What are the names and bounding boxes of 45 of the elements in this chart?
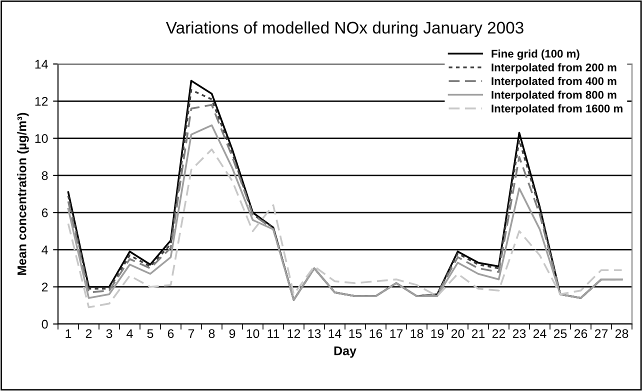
x-tick-label: 8 — [208, 329, 215, 338]
y-tick-label: 2 — [42, 282, 48, 292]
legend-label: Interpolated from 200 m — [492, 63, 616, 74]
legend-label: Interpolated from 400 m — [492, 76, 616, 88]
x-tick-label: 28 — [615, 329, 628, 338]
y-tick-label: 8 — [42, 171, 48, 180]
line-series — [67, 148, 623, 308]
x-tick-label: 4 — [126, 329, 133, 338]
y-tick-label: 10 — [35, 134, 48, 143]
x-tick-label: 22 — [492, 329, 506, 338]
x-tick-label: 27 — [594, 329, 608, 338]
y-tick-label: 4 — [42, 246, 48, 254]
y-axis-title: Mean concentration (µg/m³) — [17, 112, 29, 275]
x-tick-label: 26 — [574, 329, 588, 338]
x-tick-label: 23 — [512, 329, 526, 338]
legend-label: Interpolated from 1600 m — [492, 104, 622, 115]
legend-label: Interpolated from 800 m — [492, 90, 616, 101]
x-tick-label: 18 — [410, 329, 424, 338]
x-tick-label: 7 — [188, 329, 194, 338]
x-tick-label: 21 — [472, 329, 485, 338]
x-tick-label: 17 — [390, 329, 403, 338]
x-tick-label: 1 — [66, 329, 72, 338]
x-tick-label: 2 — [86, 329, 92, 338]
x-tick-label: 3 — [106, 329, 112, 338]
x-tick-label: 11 — [268, 329, 280, 338]
x-tick-label: 12 — [288, 329, 300, 338]
y-tick-label: 12 — [35, 96, 48, 106]
x-tick-label: 24 — [533, 329, 546, 338]
y-tick-label: 14 — [35, 60, 48, 69]
y-tick-label: 6 — [42, 208, 48, 218]
x-tick-label: 6 — [168, 329, 174, 338]
x-tick-label: 25 — [554, 329, 567, 338]
x-tick-label: 13 — [308, 329, 321, 338]
x-tick-label: 5 — [147, 329, 154, 338]
x-tick-label: 15 — [349, 329, 362, 338]
x-tick-label: 10 — [246, 329, 260, 338]
chart-title: Variations of modelled NOx during January 2003 — [166, 21, 524, 37]
y-tick-label: 0 — [42, 320, 48, 329]
legend-label: Fine grid (100 m) — [492, 49, 580, 60]
x-axis-title: Day — [334, 346, 356, 358]
x-tick-label: 16 — [370, 329, 382, 338]
x-tick-label: 9 — [229, 329, 236, 338]
x-tick-label: 14 — [328, 329, 342, 338]
x-tick-label: 20 — [451, 329, 464, 338]
x-tick-label: 19 — [431, 329, 444, 338]
